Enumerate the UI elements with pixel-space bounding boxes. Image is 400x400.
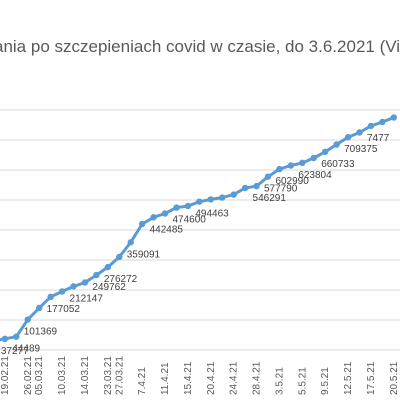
data-point <box>299 159 306 167</box>
data-point <box>104 263 112 271</box>
data-label: 101369 <box>24 327 58 338</box>
x-tick-label: 12.5.21 <box>343 361 354 395</box>
data-point <box>127 239 134 246</box>
data-point <box>287 162 295 169</box>
x-tick-label: 3.5.21 <box>274 367 285 395</box>
data-points <box>1 114 398 343</box>
data-label: 276272 <box>104 274 138 285</box>
data-label: 37277 <box>1 346 29 357</box>
x-tick-label: 10.03.21 <box>57 356 68 395</box>
data-point <box>230 191 237 198</box>
chart-title: ania po szczepieniach covid w czasie, do… <box>0 37 400 57</box>
x-tick-label: 5.5.21 <box>297 367 308 395</box>
data-point <box>333 141 340 148</box>
data-point <box>276 165 283 173</box>
data-point <box>1 335 9 343</box>
chart-title-text: ania po szczepieniach covid w czasie, do… <box>0 37 400 56</box>
data-point <box>36 304 43 312</box>
x-tick-label: 24.4.21 <box>229 361 240 395</box>
x-tick-label: 9.5.21 <box>320 367 331 395</box>
data-point <box>356 129 363 136</box>
data-point <box>173 204 180 211</box>
x-tick-label: 20.5.21 <box>389 361 400 395</box>
data-point <box>116 253 123 261</box>
data-label: 177052 <box>47 304 81 315</box>
data-point <box>379 118 386 126</box>
data-point <box>81 279 89 286</box>
x-tick-label: 20.4.21 <box>206 361 217 395</box>
data-point <box>161 210 169 217</box>
x-tick-label: 27.03.21 <box>114 356 125 395</box>
x-tick-label: 23.03.21 <box>103 356 114 395</box>
data-point <box>58 288 66 295</box>
x-tick-label: 19.02.21 <box>0 356 11 395</box>
data-point <box>253 182 260 190</box>
data-point <box>47 293 54 301</box>
data-point <box>150 214 157 221</box>
data-point <box>24 316 31 323</box>
data-point <box>207 196 214 203</box>
data-point <box>70 283 77 290</box>
data-point <box>322 148 329 155</box>
data-label: 442485 <box>150 224 184 235</box>
data-point <box>390 114 398 121</box>
data-label: 212147 <box>70 293 104 304</box>
data-point <box>196 198 203 205</box>
x-tick-label: 26.02.21 <box>23 356 34 395</box>
data-point <box>344 133 352 141</box>
x-tick-label: 17.5.21 <box>366 361 377 395</box>
x-tick-label: 05.03.21 <box>34 356 45 395</box>
x-tick-label: 28.4.21 <box>252 361 263 395</box>
data-label: 623804 <box>298 170 332 181</box>
data-label: 359091 <box>127 249 161 260</box>
data-label: 44489 <box>12 344 40 355</box>
data-label: 602990 <box>275 176 309 187</box>
data-label: 577790 <box>264 184 298 195</box>
data-point <box>264 173 272 180</box>
data-label: 7477 <box>367 133 390 144</box>
x-tick-label: 14.03.21 <box>80 356 91 395</box>
data-label: 709375 <box>344 144 378 155</box>
x-axis-tick-labels: 19.02.21 26.02.21 05.03.21 10.03.21 14.03.21… <box>0 356 400 395</box>
x-tick-label: 7.4.21 <box>137 367 148 395</box>
data-point <box>184 202 192 210</box>
data-point <box>93 271 100 279</box>
data-point <box>138 220 146 228</box>
data-point <box>310 154 317 162</box>
data-label: 249762 <box>92 282 126 293</box>
data-label: 546291 <box>253 193 287 204</box>
data-label: 474600 <box>172 215 206 226</box>
x-tick-label: 15.4.21 <box>183 361 194 395</box>
data-label: 660733 <box>321 159 355 170</box>
data-label: 494463 <box>195 209 229 220</box>
data-point <box>219 194 226 201</box>
gridlines <box>0 109 400 351</box>
data-point <box>241 184 249 192</box>
x-tick-label: 11.4.21 <box>160 362 171 395</box>
data-point <box>13 333 20 340</box>
data-point <box>367 122 375 130</box>
